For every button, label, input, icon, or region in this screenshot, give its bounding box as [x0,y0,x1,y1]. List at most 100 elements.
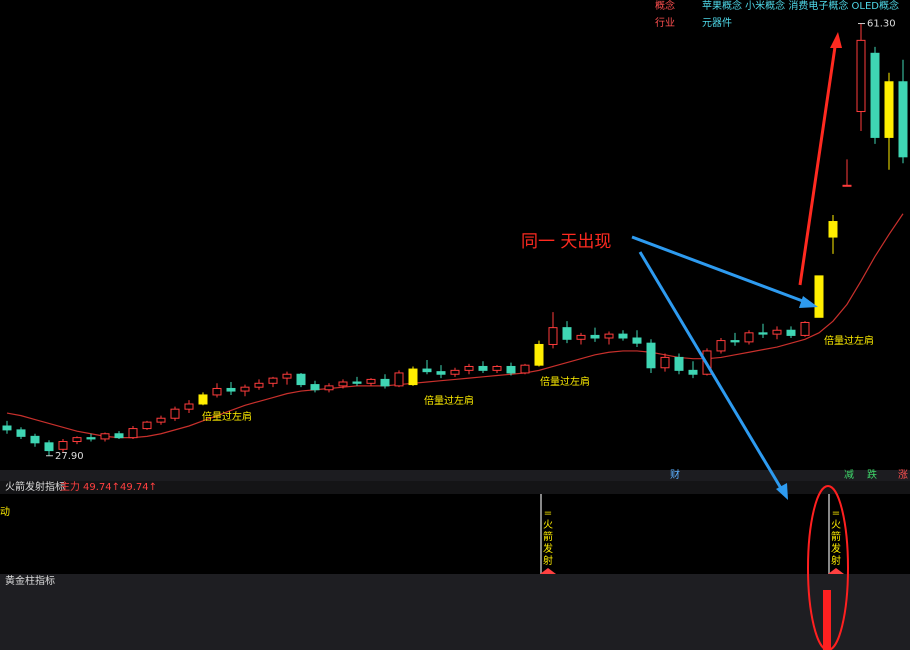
candle-body [534,343,544,366]
candle-body [142,421,152,430]
candle-body [408,368,418,386]
candle-body [100,433,110,440]
candle-body [884,81,894,138]
candle-body [310,384,320,391]
rocket-text: 火 [831,519,841,531]
candle-body [730,340,740,343]
candle-body [506,365,516,374]
strip-label: 跌 [867,468,877,481]
candle-body [338,381,348,387]
candle-body [786,329,796,336]
candle-body [128,428,138,439]
candle-body [436,371,446,375]
candle-body [226,387,236,392]
candle-body [450,369,460,375]
signal-label: 倍量过左肩 [424,394,474,407]
candle-body [576,334,586,340]
candle-body [240,386,250,392]
candle-body [856,39,866,113]
strip-label: 减 [844,469,854,481]
candle-body [380,378,390,387]
annotation: 同一 天出现 [521,232,611,252]
candle-body [114,433,124,439]
rocket-text: 发 [543,542,553,555]
signal-label: 倍量过左肩 [540,375,590,388]
candle-body [352,381,362,384]
candle-body [212,387,222,396]
candle-body [814,275,824,318]
rocket-text: 箭 [831,530,841,543]
candle-body [548,327,558,345]
candle-body [2,425,12,431]
candle-body [772,329,782,335]
rocket-base [540,568,556,574]
candle-body [688,369,698,375]
candle-body [870,52,880,138]
candle-body [562,327,572,340]
candle-body [156,417,166,423]
rocket-base [828,568,844,574]
candle-body [422,368,432,373]
candle-body [394,372,404,387]
price-label: 27.90 [55,451,84,462]
candle-body [58,441,68,450]
candle-body [282,373,292,379]
candle-body [618,333,628,339]
rocket-text: = [832,508,840,519]
candle-body [198,394,208,405]
candle-body [30,435,40,444]
candle-body [86,437,96,440]
candle-body [16,429,26,437]
rocket-text: 火 [543,519,553,531]
candle-body [842,184,852,187]
arrow [631,235,809,305]
arrow [798,39,838,286]
candle-body [478,365,488,371]
candle-body [898,81,908,158]
candle-body [828,221,838,238]
candle-body [268,377,278,384]
candle-body [492,365,502,371]
indicator-value: 49.74↑ [83,482,120,493]
indicator-text: 动 [0,506,10,518]
candle-body [744,332,754,343]
candle-body [366,378,376,384]
candle-body [296,373,306,386]
price-label: 61.30 [867,19,896,30]
candle-body [660,356,670,369]
candle-body [674,356,684,371]
arrow-head [830,32,842,48]
indicator-name: 火箭发射指标 [5,480,65,493]
info-strip [0,470,910,481]
gold-bar [823,590,831,650]
candle-body [716,340,726,352]
concept-label: 概念 [655,0,675,12]
candle-body [646,342,656,369]
ma-line [6,213,904,439]
candle-body [72,437,82,443]
indicator-value: 49.74↑ [120,482,157,493]
strip-label: 财 [670,468,680,481]
rocket-text: 射 [831,555,841,567]
concepts: 苹果概念 小米概念 消费电子概念 OLED概念 [702,0,899,12]
signal-label: 倍量过左肩 [202,410,252,423]
arrow [638,251,784,491]
indicator-header [0,481,910,494]
candle-body [590,334,600,339]
candle-body [800,321,810,336]
candle-body [604,333,614,339]
highlight-ellipse [807,485,849,650]
candle-body [184,403,194,410]
rocket-text: = [544,508,552,519]
strip-label: 涨 [898,469,908,481]
candle-body [632,337,642,344]
indicator-label: 主力 [60,480,80,493]
arrow-head [776,483,788,500]
signal-label: 倍量过左肩 [824,334,874,347]
candle-body [254,382,264,388]
industry-label: 行业 [655,16,675,29]
candle-body [758,332,768,335]
candle-body [520,364,530,374]
indicator-name: 黄金柱指标 [5,574,55,587]
